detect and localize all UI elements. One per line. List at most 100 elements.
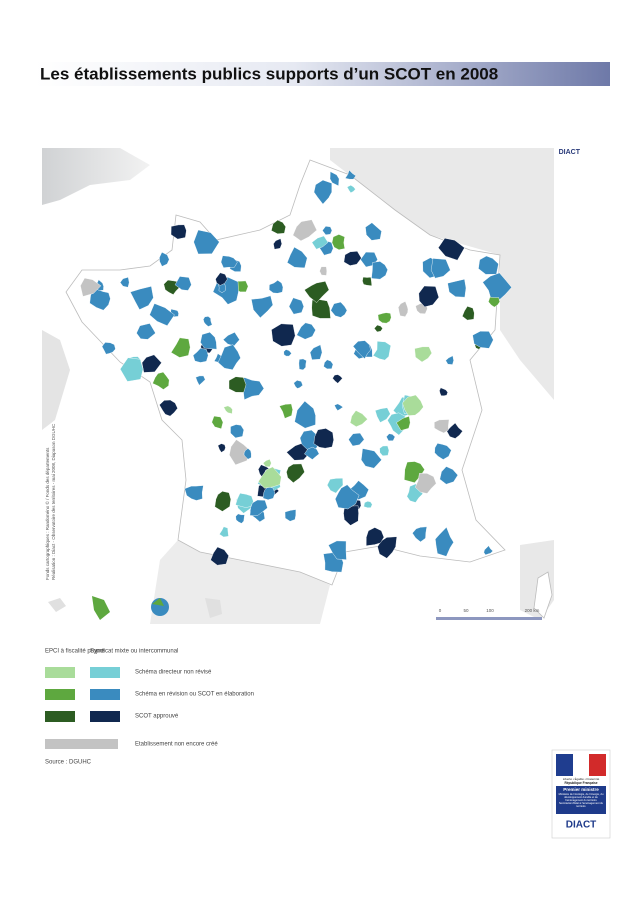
territory bbox=[414, 473, 437, 494]
territory bbox=[89, 288, 111, 311]
territory bbox=[313, 179, 332, 205]
territory bbox=[346, 184, 356, 194]
territory bbox=[402, 394, 424, 416]
territory bbox=[211, 415, 224, 430]
legend-swatch bbox=[90, 711, 120, 722]
logo-motto: Liberté • Égalité • Fraternité bbox=[563, 776, 600, 781]
territory bbox=[434, 419, 450, 434]
territory bbox=[462, 306, 475, 321]
territory bbox=[200, 331, 217, 350]
territory bbox=[349, 410, 368, 427]
legend-label: Schéma directeur non révisé bbox=[135, 670, 212, 676]
territory bbox=[262, 486, 276, 501]
territory bbox=[398, 301, 409, 317]
territory bbox=[365, 222, 382, 241]
territory bbox=[313, 428, 334, 449]
territory bbox=[184, 485, 204, 501]
corsica bbox=[533, 571, 553, 619]
logo-ministry: Ministère de l’écologie, de l’énergie, d… bbox=[557, 793, 605, 808]
territory bbox=[268, 280, 284, 294]
source: Source : DGUHC bbox=[45, 760, 92, 766]
territory bbox=[217, 344, 241, 371]
logo-republic: République Française bbox=[564, 781, 597, 785]
territory bbox=[331, 234, 346, 251]
territory bbox=[374, 324, 383, 333]
territory bbox=[330, 301, 348, 318]
territory bbox=[230, 424, 245, 439]
territory bbox=[210, 546, 229, 566]
territory bbox=[379, 445, 390, 457]
territory bbox=[152, 371, 170, 390]
title: Les établissements publics supports d’un… bbox=[40, 64, 498, 83]
territory bbox=[293, 380, 303, 389]
side-note: Réalisation : Diact - Observatoire des t… bbox=[51, 423, 56, 580]
diact-mark: DIACT bbox=[559, 149, 581, 156]
territory bbox=[343, 505, 359, 526]
legend-swatch bbox=[45, 711, 75, 722]
territory bbox=[363, 501, 373, 509]
territory bbox=[80, 277, 102, 297]
territory bbox=[271, 219, 286, 235]
territory bbox=[334, 403, 344, 411]
legend-label: SCOT approuvé bbox=[135, 714, 179, 720]
territory bbox=[119, 357, 144, 382]
territory bbox=[447, 278, 467, 298]
legend-swatch bbox=[90, 689, 120, 700]
neighbour-east bbox=[330, 148, 554, 400]
territory bbox=[141, 354, 162, 373]
logo-name: DIACT bbox=[566, 820, 597, 831]
territory bbox=[258, 466, 282, 489]
england bbox=[42, 148, 150, 205]
overseas-insets bbox=[48, 596, 222, 620]
side-note: Fonds cartographiques : Randoméno © / Fo… bbox=[44, 447, 50, 580]
logo-office: Premier ministre bbox=[563, 787, 599, 792]
territory bbox=[298, 358, 307, 371]
atlantic-shade bbox=[42, 330, 70, 430]
territory bbox=[329, 171, 340, 187]
territory bbox=[352, 340, 371, 360]
territory bbox=[365, 527, 385, 547]
territory bbox=[228, 376, 247, 393]
territory bbox=[195, 375, 206, 386]
territory bbox=[243, 448, 252, 460]
territory bbox=[279, 403, 293, 419]
territory bbox=[372, 341, 392, 361]
legend-swatch bbox=[90, 667, 120, 678]
territory bbox=[482, 272, 512, 301]
territory bbox=[223, 405, 233, 414]
territory bbox=[483, 545, 494, 556]
territory bbox=[217, 443, 226, 453]
scale-label: 200 km bbox=[525, 608, 540, 613]
territory bbox=[343, 251, 362, 266]
territory bbox=[360, 448, 382, 469]
territory bbox=[377, 312, 392, 324]
logo-secretariat: Secrétariat d’État à l’aménagement du te… bbox=[558, 802, 604, 808]
legend-swatch bbox=[45, 689, 75, 700]
territory bbox=[170, 337, 191, 358]
territory bbox=[332, 374, 343, 384]
territory bbox=[434, 443, 452, 460]
territory bbox=[344, 169, 357, 180]
territory bbox=[292, 219, 318, 242]
spain bbox=[150, 540, 330, 624]
territory bbox=[249, 499, 268, 516]
territory bbox=[304, 281, 330, 303]
territory bbox=[203, 316, 213, 327]
title-band bbox=[35, 62, 610, 86]
territory bbox=[438, 237, 465, 261]
territory bbox=[219, 526, 229, 538]
scale-bar: 0 50 100 200 km bbox=[436, 608, 542, 620]
territory bbox=[348, 432, 365, 447]
territory bbox=[414, 346, 433, 363]
territory bbox=[478, 255, 499, 275]
territory bbox=[323, 359, 334, 370]
territory bbox=[159, 399, 178, 417]
territory bbox=[286, 463, 305, 483]
territory bbox=[439, 466, 459, 485]
territory bbox=[430, 258, 451, 279]
territory bbox=[251, 295, 274, 319]
territory bbox=[130, 286, 154, 310]
territory bbox=[371, 261, 388, 280]
